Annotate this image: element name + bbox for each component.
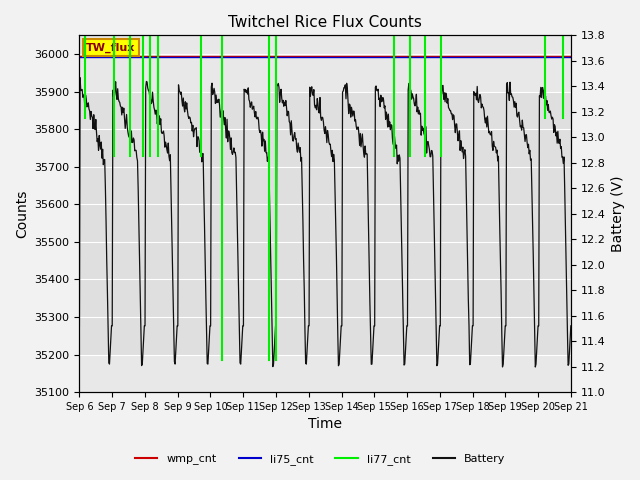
Legend: wmp_cnt, li75_cnt, li77_cnt, Battery: wmp_cnt, li75_cnt, li77_cnt, Battery	[131, 450, 509, 469]
X-axis label: Time: Time	[308, 418, 342, 432]
Y-axis label: Counts: Counts	[15, 190, 29, 238]
Text: TW_flux: TW_flux	[86, 42, 136, 53]
Y-axis label: Battery (V): Battery (V)	[611, 176, 625, 252]
Bar	[79, 92, 571, 355]
Title: Twitchel Rice Flux Counts: Twitchel Rice Flux Counts	[228, 15, 422, 30]
